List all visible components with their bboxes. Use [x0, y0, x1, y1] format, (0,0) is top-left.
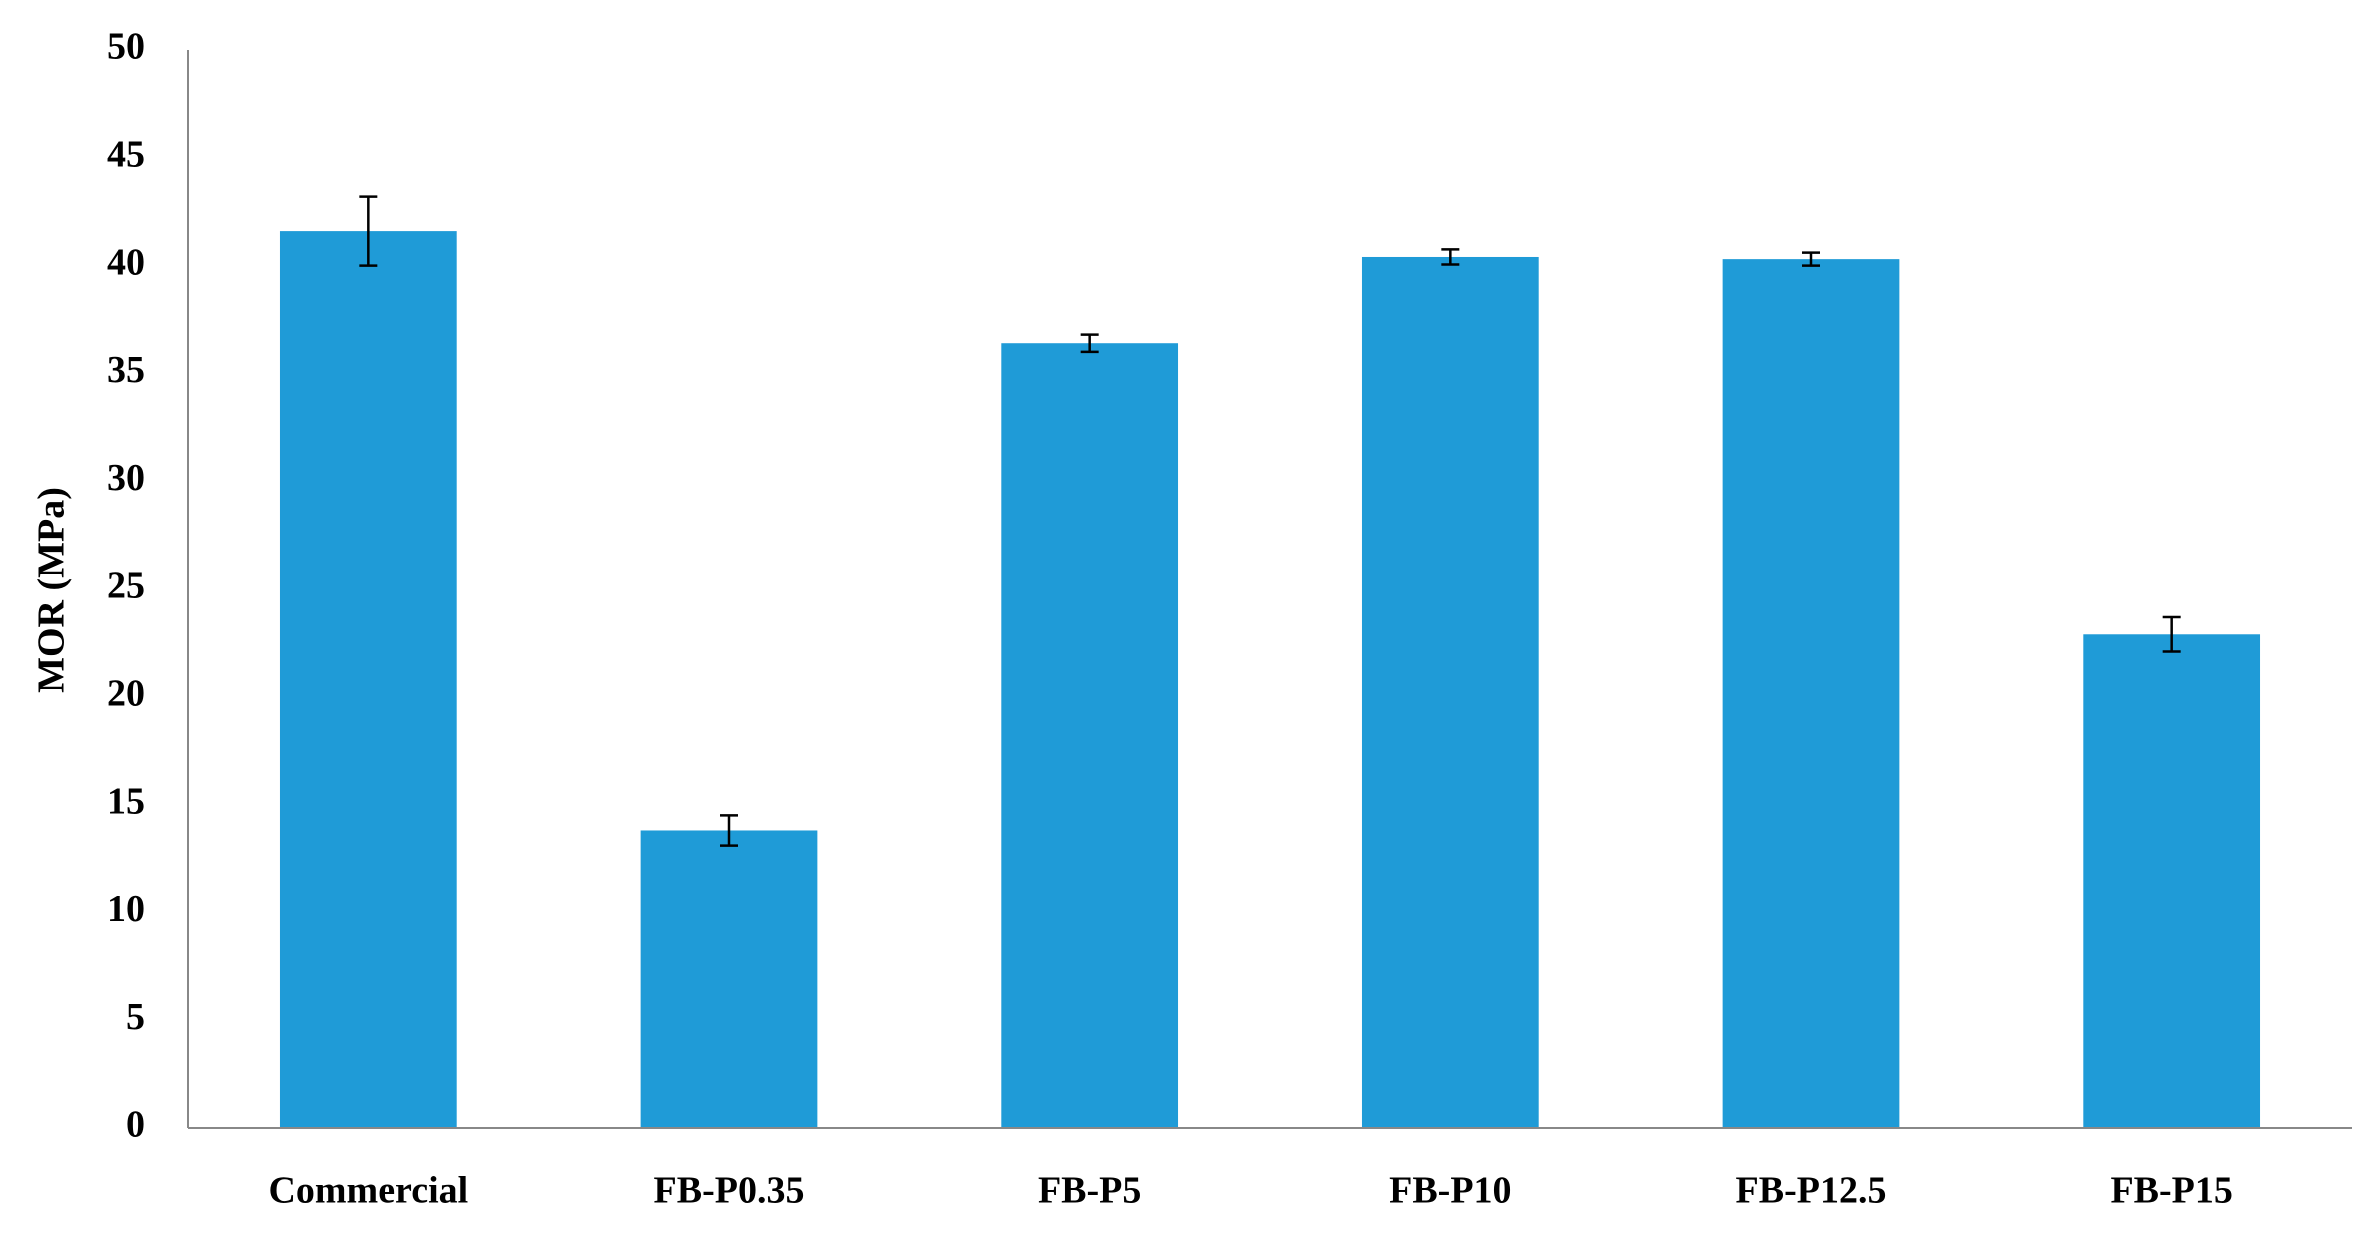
y-tick-label: 10	[107, 888, 145, 930]
bar	[279, 231, 457, 1128]
y-tick-label: 35	[107, 349, 145, 391]
y-tick-label: 15	[107, 780, 145, 822]
error-bar	[1802, 251, 1820, 267]
y-tick-label: 5	[126, 996, 145, 1038]
bar	[1001, 343, 1179, 1128]
y-tick-label: 25	[107, 565, 145, 607]
y-tick-label: 20	[107, 673, 145, 715]
y-tick-label: 45	[107, 134, 145, 176]
x-tick-label: FB-P0.35	[654, 1170, 805, 1212]
error-bar	[1080, 333, 1099, 354]
error-bar	[359, 195, 378, 267]
y-tick-label: 40	[107, 241, 145, 283]
error-bar	[720, 814, 738, 847]
bar	[640, 830, 818, 1128]
x-tick-label: Commercial	[268, 1170, 468, 1212]
bar	[1361, 256, 1539, 1128]
error-bar	[1441, 248, 1460, 266]
x-tick-label: FB-P10	[1389, 1170, 1511, 1212]
bar	[2083, 634, 2261, 1128]
x-tick-label: FB-P15	[2110, 1170, 2232, 1212]
x-tick-label: FB-P5	[1038, 1170, 1141, 1212]
x-tick-label: FB-P12.5	[1736, 1170, 1887, 1212]
y-tick-label: 0	[126, 1104, 145, 1146]
y-axis-label: MOR (MPa)	[31, 487, 73, 693]
error-bar	[2162, 615, 2181, 653]
y-tick-label: 50	[107, 26, 145, 68]
y-tick-label: 30	[107, 457, 145, 499]
bar	[1722, 259, 1900, 1129]
